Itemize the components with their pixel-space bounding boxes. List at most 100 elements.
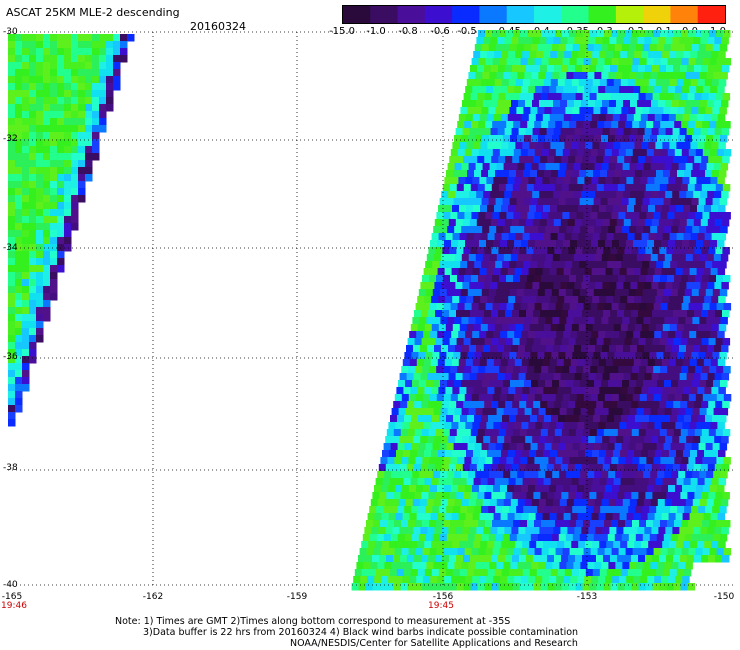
wind-cell	[543, 478, 552, 486]
wind-cell	[504, 527, 512, 535]
wind-cell	[57, 223, 65, 231]
wind-cell	[639, 457, 647, 465]
wind-cell	[701, 247, 709, 255]
wind-cell	[499, 548, 508, 556]
wind-cell	[575, 492, 583, 500]
wind-cell	[509, 289, 518, 297]
wind-cell	[418, 352, 426, 360]
wind-cell	[470, 65, 478, 73]
wind-cell	[475, 226, 483, 234]
wind-cell	[626, 422, 634, 430]
wind-cell	[550, 142, 558, 150]
wind-cell	[652, 310, 660, 318]
wind-cell	[465, 576, 473, 584]
wind-cell	[416, 331, 424, 339]
wind-cell	[634, 450, 642, 458]
wind-cell	[565, 170, 573, 178]
wind-cell	[504, 345, 512, 353]
wind-cell	[585, 205, 593, 213]
wind-cell	[464, 394, 473, 402]
wind-cell	[553, 282, 561, 290]
wind-cell	[505, 555, 513, 563]
wind-cell	[389, 541, 397, 549]
wind-cell	[699, 72, 707, 80]
wind-cell	[480, 541, 488, 549]
wind-cell	[661, 485, 669, 493]
wind-cell	[721, 373, 730, 381]
wind-cell	[483, 100, 491, 108]
wind-cell	[622, 163, 631, 171]
wind-cell	[486, 576, 494, 584]
wind-cell	[455, 464, 464, 472]
wind-cell	[497, 282, 505, 290]
wind-cell	[570, 240, 578, 248]
wind-cell	[64, 139, 72, 147]
wind-cell	[514, 86, 522, 94]
wind-cell	[701, 492, 709, 500]
wind-cell	[684, 415, 692, 423]
wind-cell	[481, 415, 489, 423]
wind-cell	[410, 541, 418, 549]
wind-cell	[517, 226, 525, 234]
wind-cell	[482, 72, 490, 80]
wind-cell	[625, 121, 633, 129]
wind-cell	[513, 548, 522, 556]
wind-cell	[8, 314, 16, 322]
wind-cell	[432, 443, 441, 451]
wind-cell	[57, 251, 65, 259]
wind-cell	[483, 464, 492, 472]
wind-cell	[560, 527, 568, 535]
wind-cell	[501, 387, 509, 395]
wind-cell	[653, 212, 661, 220]
wind-cell	[460, 107, 468, 115]
wind-cell	[523, 107, 531, 115]
wind-cell	[644, 436, 652, 444]
wind-cell	[640, 331, 648, 339]
wind-cell	[409, 513, 418, 521]
wind-cell	[543, 387, 551, 395]
wind-cell	[717, 422, 725, 430]
wind-cell	[516, 352, 524, 360]
wind-cell	[595, 527, 603, 535]
wind-cell	[629, 254, 638, 262]
wind-cell	[521, 513, 530, 521]
wind-cell	[595, 128, 604, 136]
wind-cell	[113, 48, 121, 56]
wind-cell	[553, 527, 561, 535]
wind-cell	[543, 79, 552, 87]
wind-cell	[530, 443, 539, 451]
wind-cell	[390, 415, 398, 423]
wind-cell	[499, 303, 508, 311]
wind-cell	[669, 450, 677, 458]
wind-cell	[695, 212, 703, 220]
wind-cell	[689, 513, 698, 521]
wind-cell	[611, 121, 619, 129]
wind-cell	[711, 296, 719, 304]
wind-cell	[646, 212, 654, 220]
wind-cell	[419, 380, 427, 388]
wind-cell	[15, 300, 23, 308]
wind-cell	[497, 527, 505, 535]
wind-cell	[542, 86, 550, 94]
wind-cell	[662, 387, 670, 395]
colorbar-swatch	[424, 6, 453, 23]
wind-cell	[450, 149, 459, 157]
wind-cell	[628, 107, 636, 115]
wind-cell	[526, 555, 534, 563]
wind-cell	[29, 62, 37, 70]
wind-cell	[710, 422, 718, 430]
wind-cell	[697, 478, 706, 486]
wind-cell	[569, 149, 578, 157]
wind-cell	[15, 272, 23, 280]
wind-cell	[412, 380, 420, 388]
wind-cell	[457, 520, 465, 528]
wind-cell	[57, 41, 65, 49]
wind-cell	[554, 184, 563, 192]
wind-cell	[548, 149, 557, 157]
wind-cell	[604, 457, 612, 465]
wind-cell	[667, 121, 675, 129]
wind-cell	[621, 506, 629, 514]
wind-cell	[525, 527, 533, 535]
wind-cell	[548, 520, 556, 528]
wind-cell	[403, 387, 411, 395]
